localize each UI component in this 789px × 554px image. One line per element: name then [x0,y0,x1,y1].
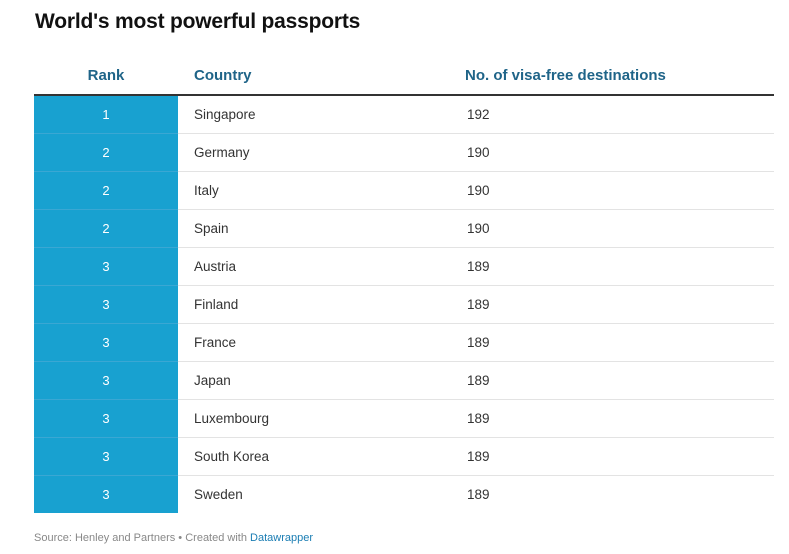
country-cell: France [178,323,465,362]
visa-free-cell: 190 [465,133,774,172]
table-row: 3 Japan 189 [34,361,774,400]
rank-cell: 3 [34,399,178,438]
visa-free-cell: 189 [467,487,490,502]
column-header-country[interactable]: Country [178,57,465,96]
visa-free-cell: 189 [465,399,774,438]
created-with-text: Created with [185,532,251,544]
country-cell: Luxembourg [178,399,465,438]
table-row: 2 Germany 190 [34,133,774,172]
table-row: 2 Spain 190 [34,209,774,248]
table-row: 3 Sweden 189 [34,475,774,513]
country-cell: Finland [178,285,465,324]
country-cell: Japan [178,361,465,400]
footer-separator: • [175,532,186,544]
table-row: 2 Italy 190 [34,171,774,210]
column-header-visa-free[interactable]: No. of visa-free destinations [465,57,774,96]
table-row: 3 South Korea 189 [34,437,774,476]
visa-free-cell: 190 [465,209,774,248]
table-row: 3 France 189 [34,323,774,362]
visa-free-cell: 189 [465,285,774,324]
rank-cell: 3 [34,285,178,324]
table-header-row: Rank Country No. of visa-free destinatio… [34,57,774,96]
country-cell: Sweden [194,487,243,502]
chart-title: World's most powerful passports [35,10,361,33]
visa-free-cell: 189 [465,437,774,476]
visa-free-cell: 189 [465,361,774,400]
table-row: 3 Austria 189 [34,247,774,286]
rank-cell: 2 [34,171,178,210]
table-row: 3 Finland 189 [34,285,774,324]
table-row: 3 Luxembourg 189 [34,399,774,438]
table-row: 1 Singapore 192 [34,95,774,134]
rank-cell: 3 [34,361,178,400]
rank-cell: 3 [34,475,178,513]
rank-cell: 1 [34,95,178,134]
source-note: Source: Henley and Partners [34,532,176,544]
rank-cell: 2 [34,209,178,248]
visa-free-cell: 192 [465,95,774,134]
column-header-rank[interactable]: Rank [34,57,178,96]
country-cell: Austria [178,247,465,286]
rank-cell: 3 [34,323,178,362]
passport-table: Rank Country No. of visa-free destinatio… [34,57,774,513]
country-cell: Italy [178,171,465,210]
country-cell: South Korea [178,437,465,476]
visa-free-cell: 190 [465,171,774,210]
rank-cell: 3 [34,437,178,476]
rank-cell: 2 [34,133,178,172]
rank-cell: 3 [34,247,178,286]
visa-free-cell: 189 [465,323,774,362]
country-cell: Germany [178,133,465,172]
chart-footer: Source: Henley and Partners • Created wi… [34,532,313,544]
visa-free-cell: 189 [465,247,774,286]
datawrapper-link[interactable]: Datawrapper [250,532,314,544]
country-cell: Singapore [178,95,465,134]
table-body: 1 Singapore 192 2 Germany 190 2 Italy 190 2 Spain 1… [34,95,774,513]
country-cell: Spain [178,209,465,248]
